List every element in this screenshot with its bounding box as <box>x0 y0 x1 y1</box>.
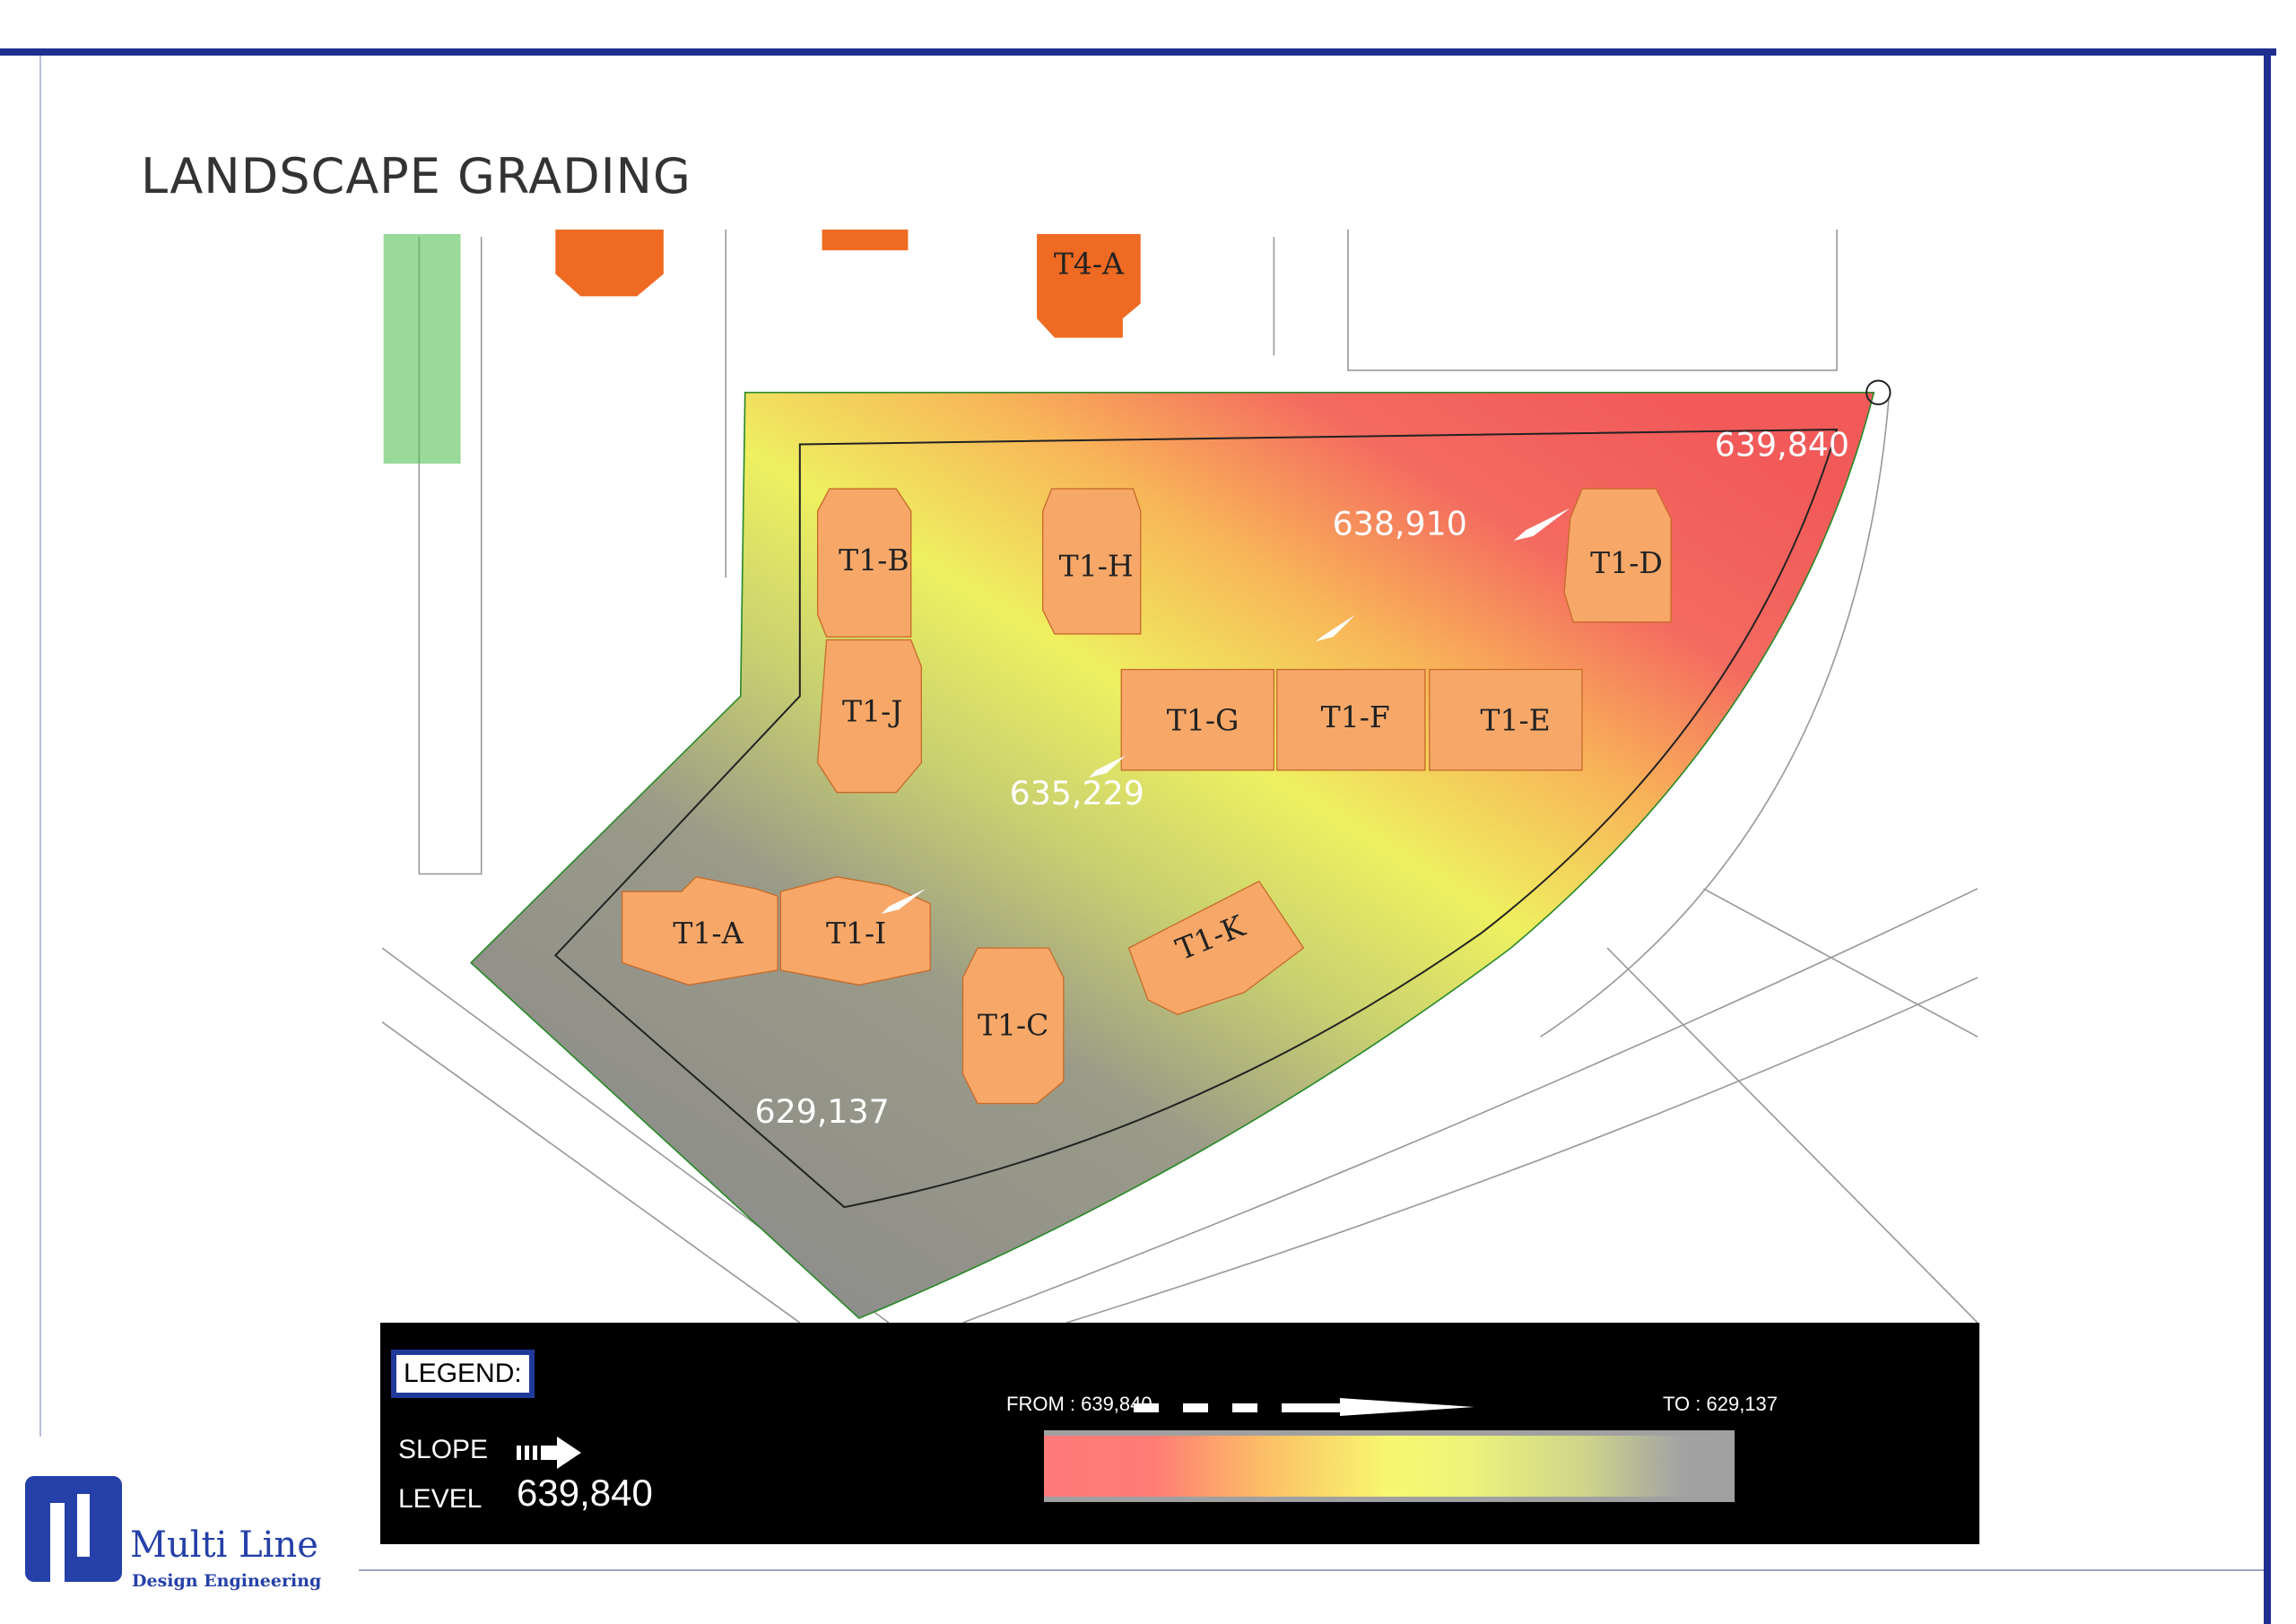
slope-arrow-icon <box>517 1437 581 1469</box>
frame-bottom-line <box>359 1569 2264 1571</box>
marker-circle <box>1866 379 1892 405</box>
building-T1-H <box>1042 488 1142 635</box>
page-title: LANDSCAPE GRADING <box>141 148 691 204</box>
building-T1-G <box>1120 668 1275 771</box>
building-T1-D <box>1563 488 1672 623</box>
gradient-from-label: FROM : 639,840 <box>1006 1393 1152 1415</box>
label-T1-H: T1-H <box>1059 549 1134 584</box>
elevation-color-bar <box>1044 1430 1735 1502</box>
building-T1-C <box>961 947 1065 1105</box>
logo-name: Multi Line <box>130 1524 318 1566</box>
level-label: 638,910 <box>1333 504 1467 543</box>
label-T1-B: T1-B <box>839 543 909 578</box>
level-label: 635,229 <box>1010 774 1144 812</box>
site-boundary <box>553 428 1839 1209</box>
logo-subtitle: Design Engineering <box>132 1571 322 1591</box>
existing-buildings <box>555 230 1141 338</box>
legend-title: LEGEND: <box>391 1350 535 1398</box>
legend-level-label: LEVEL <box>398 1484 483 1514</box>
building-T1-J <box>816 638 922 794</box>
building-T1-K <box>1127 880 1305 1016</box>
building-T1-F <box>1276 668 1426 771</box>
label-T1-I: T1-I <box>826 916 886 951</box>
legend-slope-label: SLOPE <box>398 1435 489 1464</box>
label-T1-D: T1-D <box>1590 545 1663 580</box>
legend-level-value: 639,840 <box>517 1472 653 1514</box>
building-T1-B <box>816 488 912 638</box>
label-T1-E: T1-E <box>1480 702 1550 737</box>
label-T1-A: T1-A <box>673 916 744 951</box>
label-T1-F: T1-F <box>1321 699 1390 734</box>
site-grading-map: T1-B T1-J T1-H T1-D T1-G T1-F T1-E T1-A … <box>381 230 1979 1324</box>
label-T1-C: T1-C <box>978 1008 1048 1043</box>
label-T1-J: T1-J <box>842 693 902 728</box>
building-T1-A <box>621 876 778 986</box>
legend-panel: LEGEND: SLOPE LEVEL 639,840 FROM : 639,8… <box>380 1323 1979 1544</box>
label-T1-G: T1-G <box>1167 702 1239 737</box>
building-T1-I <box>779 876 931 986</box>
logo-icon <box>25 1476 122 1582</box>
level-label: 629,137 <box>754 1092 889 1131</box>
building-T1-E <box>1429 668 1583 771</box>
gradient-to-label: TO : 629,137 <box>1663 1393 1779 1415</box>
road-lines <box>381 230 1979 1324</box>
level-label: 639,840 <box>1715 426 1849 465</box>
label-T4-A: T4-A <box>1054 247 1125 282</box>
frame-left-line <box>39 56 41 1437</box>
green-area <box>383 233 461 464</box>
slope-arrow-icons <box>881 508 1570 915</box>
direction-arrow-icon <box>1134 1398 1474 1416</box>
frame-right-line <box>2264 48 2271 1624</box>
frame-top-line <box>0 48 2276 56</box>
